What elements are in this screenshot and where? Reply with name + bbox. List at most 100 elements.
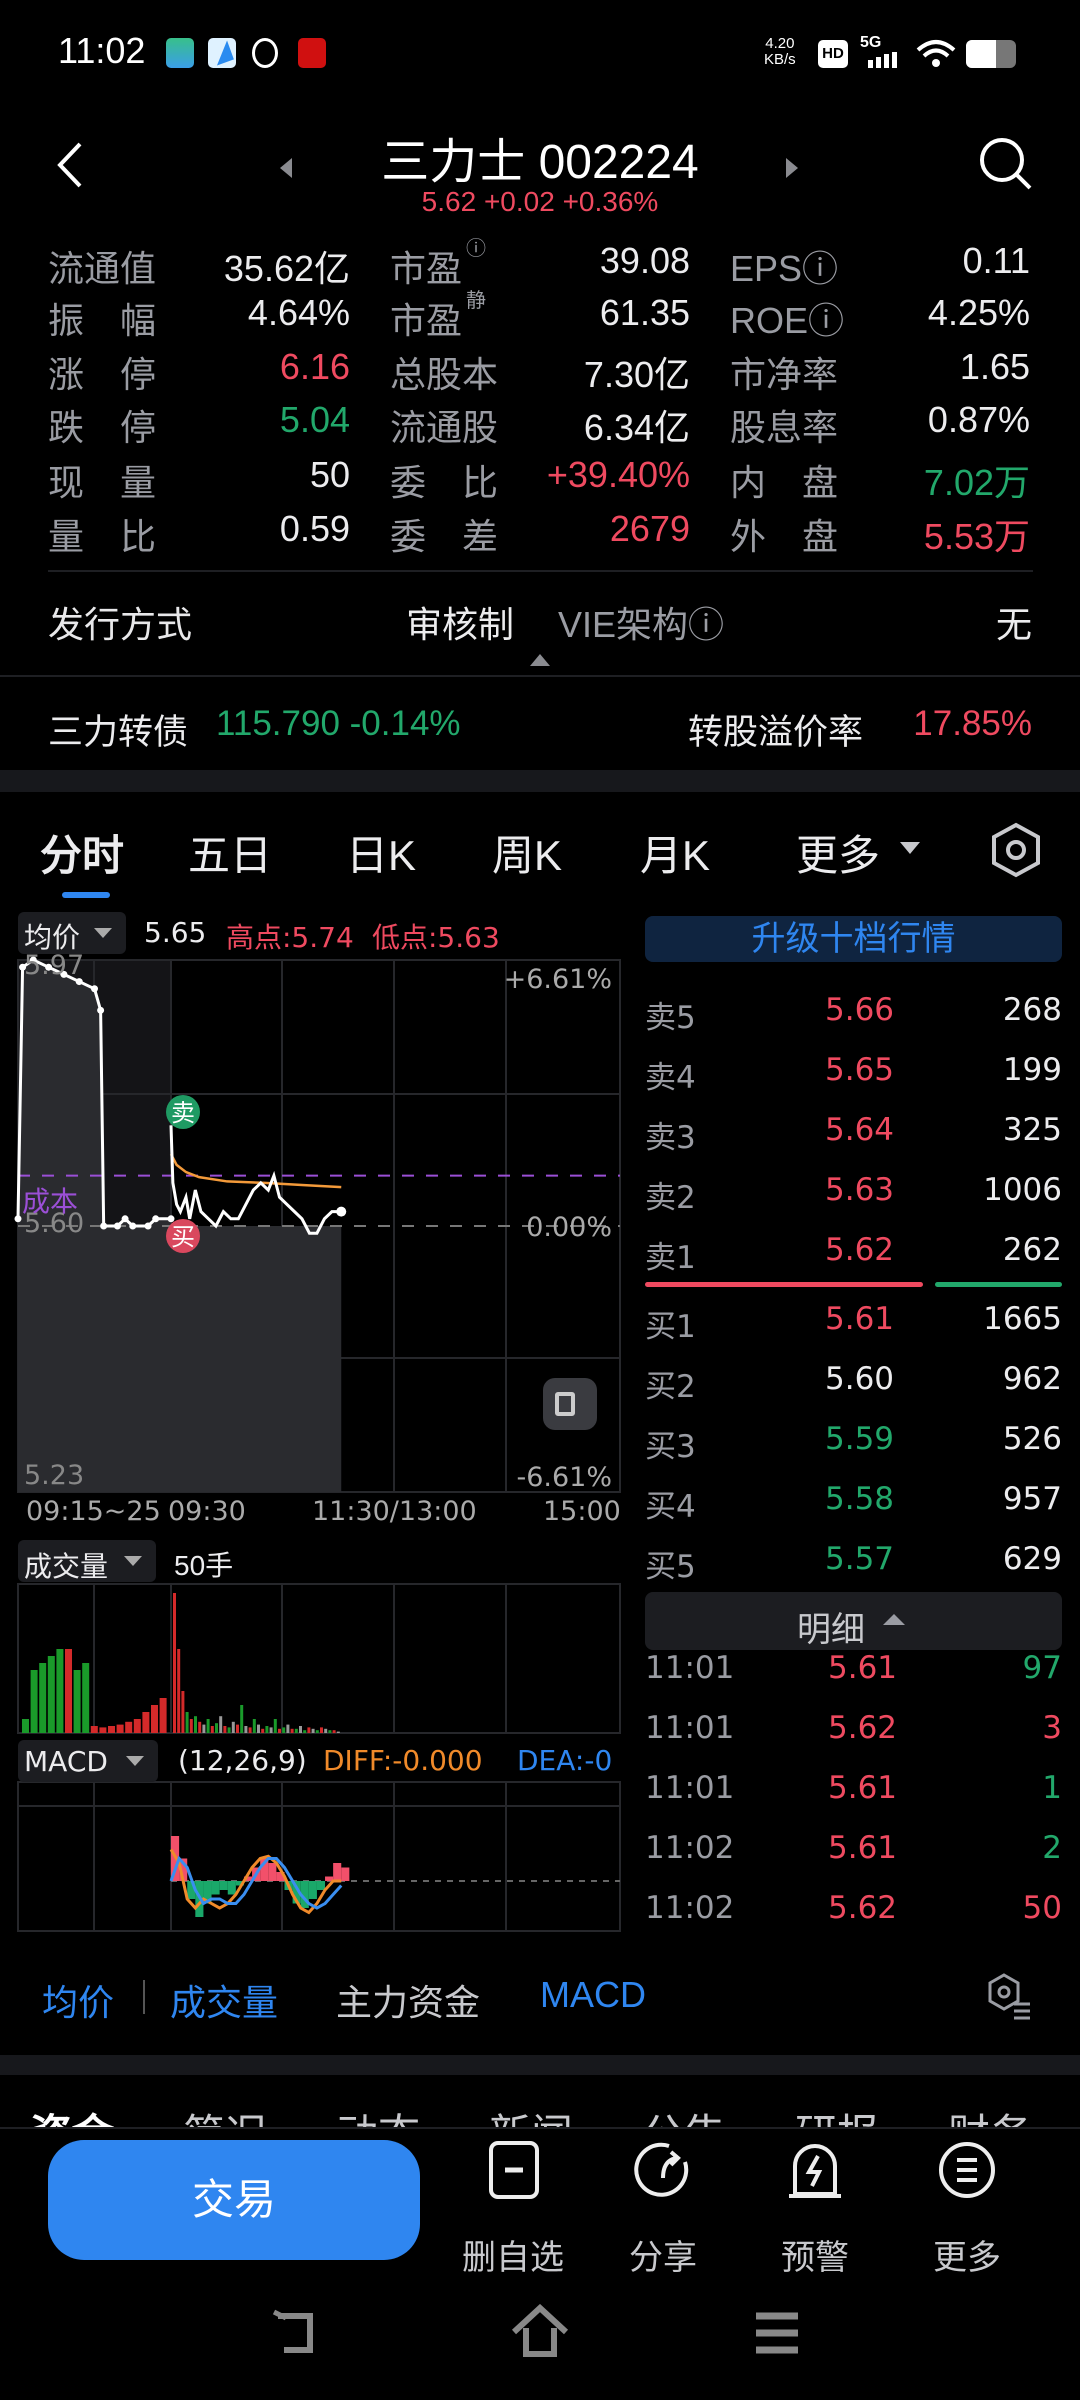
buy-ratio-bar [645, 1282, 923, 1287]
info-tab[interactable]: 研报 [795, 2101, 879, 2127]
remove-watchlist-label[interactable]: 删自选 [462, 2239, 564, 2277]
volume-bar [151, 1705, 158, 1733]
premarket-point [121, 1215, 129, 1223]
bond-name[interactable]: 三力转债 [48, 713, 189, 752]
level-price: 5.57 [825, 1541, 895, 1577]
info-tab[interactable]: 财务 [948, 2101, 1032, 2127]
info-tab[interactable]: 资金 [30, 2101, 114, 2127]
tab-daily-k[interactable]: 日K [346, 832, 417, 879]
volume-bar [265, 1726, 269, 1733]
bid-row[interactable]: 买4 5.58 957 [645, 1481, 1062, 1531]
chart-settings-icon[interactable] [990, 822, 1042, 878]
volume-bar [206, 1719, 210, 1733]
share-label[interactable]: 分享 [629, 2239, 697, 2277]
vie-value: 无 [995, 604, 1032, 645]
indicator-volume[interactable]: 成交量 [170, 1982, 279, 2023]
prev-stock-icon[interactable] [280, 158, 292, 178]
tab-five-day[interactable]: 五日 [188, 832, 273, 879]
back-icon[interactable] [54, 140, 84, 190]
level-price: 5.64 [825, 1112, 895, 1148]
more-label[interactable]: 更多 [933, 2239, 1001, 2277]
active-tab-indicator [62, 892, 110, 898]
bid-row[interactable]: 买3 5.59 526 [645, 1421, 1062, 1471]
ask-row[interactable]: 卖5 5.66 268 [645, 992, 1062, 1042]
collapse-icon[interactable] [530, 654, 550, 666]
macd-histogram-bar [179, 1858, 188, 1881]
volume-bar [257, 1724, 260, 1733]
info-tab[interactable]: 动态 [336, 2101, 420, 2127]
volume-bar [324, 1728, 328, 1733]
ask-row[interactable]: 卖2 5.63 1006 [645, 1172, 1062, 1222]
ask-row[interactable]: 卖3 5.64 325 [645, 1112, 1062, 1162]
sell-ratio-bar [934, 1282, 1062, 1287]
volume-bar [39, 1663, 47, 1733]
share-icon[interactable] [633, 2140, 693, 2200]
nav-back-icon[interactable] [270, 2308, 326, 2358]
tab-monthly-k[interactable]: 月K [640, 832, 711, 879]
tab-more[interactable]: 更多 [796, 832, 881, 879]
detail-label: 明细 [797, 1611, 865, 1649]
bid-row[interactable]: 买2 5.60 962 [645, 1361, 1062, 1411]
time-label-close: 15:00 [543, 1496, 621, 1527]
volume-selector-label: 成交量 [24, 1551, 109, 1582]
net-speed-unit: KB/s [764, 51, 796, 68]
ask-row[interactable]: 卖1 5.62 262 [645, 1232, 1062, 1282]
tab-intraday[interactable]: 分时 [40, 832, 125, 879]
info-tab[interactable]: 简况 [183, 2101, 267, 2127]
next-stock-icon[interactable] [786, 158, 798, 178]
tab-weekly-k[interactable]: 周K [492, 832, 563, 879]
detail-toggle-button[interactable]: 明细 [645, 1592, 1062, 1650]
level-volume: 962 [1002, 1361, 1062, 1397]
volume-bar [82, 1663, 90, 1733]
premarket-point [144, 1222, 152, 1230]
macd-selector[interactable]: MACD [18, 1740, 158, 1782]
macd-histogram-bar [211, 1881, 220, 1895]
remove-watchlist-icon[interactable] [483, 2140, 543, 2200]
network-type: 5G [860, 34, 882, 51]
info-tab[interactable]: 公告 [642, 2101, 726, 2127]
chevron-down-icon[interactable] [900, 842, 920, 854]
session-area [171, 1226, 342, 1492]
volume-bar [294, 1728, 298, 1733]
stat-label: 涨 停 [48, 354, 157, 395]
indicator-macd[interactable]: MACD [540, 1974, 646, 2015]
nav-recents-icon[interactable] [752, 2310, 802, 2356]
trade-price: 5.61 [828, 1650, 898, 1686]
avg-selector[interactable]: 均价 [18, 912, 126, 954]
more-menu-icon[interactable] [937, 2140, 997, 2200]
upgrade-level10-button[interactable]: 升级十档行情 [645, 916, 1062, 962]
nav-home-icon[interactable] [508, 2304, 572, 2358]
premarket-point [75, 978, 83, 986]
bid-row[interactable]: 买5 5.57 629 [645, 1541, 1062, 1591]
indicator-settings-icon[interactable] [984, 1972, 1036, 2024]
buy-marker[interactable] [166, 1219, 200, 1253]
trade-button[interactable]: 交易 [48, 2140, 420, 2260]
trade-row: 11:02 5.61 2 [645, 1830, 1062, 1880]
dropdown-icon [124, 1556, 142, 1566]
vie-label[interactable]: VIE架构ⓘ [558, 604, 725, 645]
ask-row[interactable]: 卖4 5.65 199 [645, 1052, 1062, 1102]
alert-icon[interactable] [785, 2140, 845, 2200]
bid-row[interactable]: 买1 5.61 1665 [645, 1301, 1062, 1351]
alert-label[interactable]: 预警 [781, 2239, 849, 2277]
info-tabs: 资金 简况 动态 新闻 公告 研报 财务 [0, 2075, 1080, 2127]
level-volume: 629 [1002, 1541, 1062, 1577]
volume-selector[interactable]: 成交量 [18, 1540, 156, 1582]
sell-marker[interactable] [166, 1095, 200, 1129]
stats-row: 量 比 0.59 委 差 2679 外 盘 5.53万 [0, 508, 1080, 562]
stat-value: 4.25% [927, 292, 1030, 333]
info-tab[interactable]: 新闻 [489, 2101, 573, 2127]
rotate-screen-icon[interactable] [543, 1378, 597, 1430]
stat-label: 量 比 [48, 516, 157, 557]
search-icon[interactable] [978, 136, 1034, 192]
level-volume: 262 [1002, 1232, 1062, 1268]
stat-label: 流通值 [48, 248, 157, 289]
y-pct-mid: 0.00% [526, 1212, 612, 1243]
stats-row: 流通值 35.62亿 市盈 ⓘ 39.08 EPSⓘ 0.11 [0, 238, 1080, 294]
intraday-chart[interactable]: 卖买 [0, 0, 640, 1960]
indicator-avg[interactable]: 均价 [42, 1982, 115, 2023]
separator [143, 1980, 145, 2014]
volume-bar [261, 1728, 265, 1733]
indicator-main-funds[interactable]: 主力资金 [336, 1982, 481, 2023]
cost-label: 成本 [22, 1186, 79, 1217]
